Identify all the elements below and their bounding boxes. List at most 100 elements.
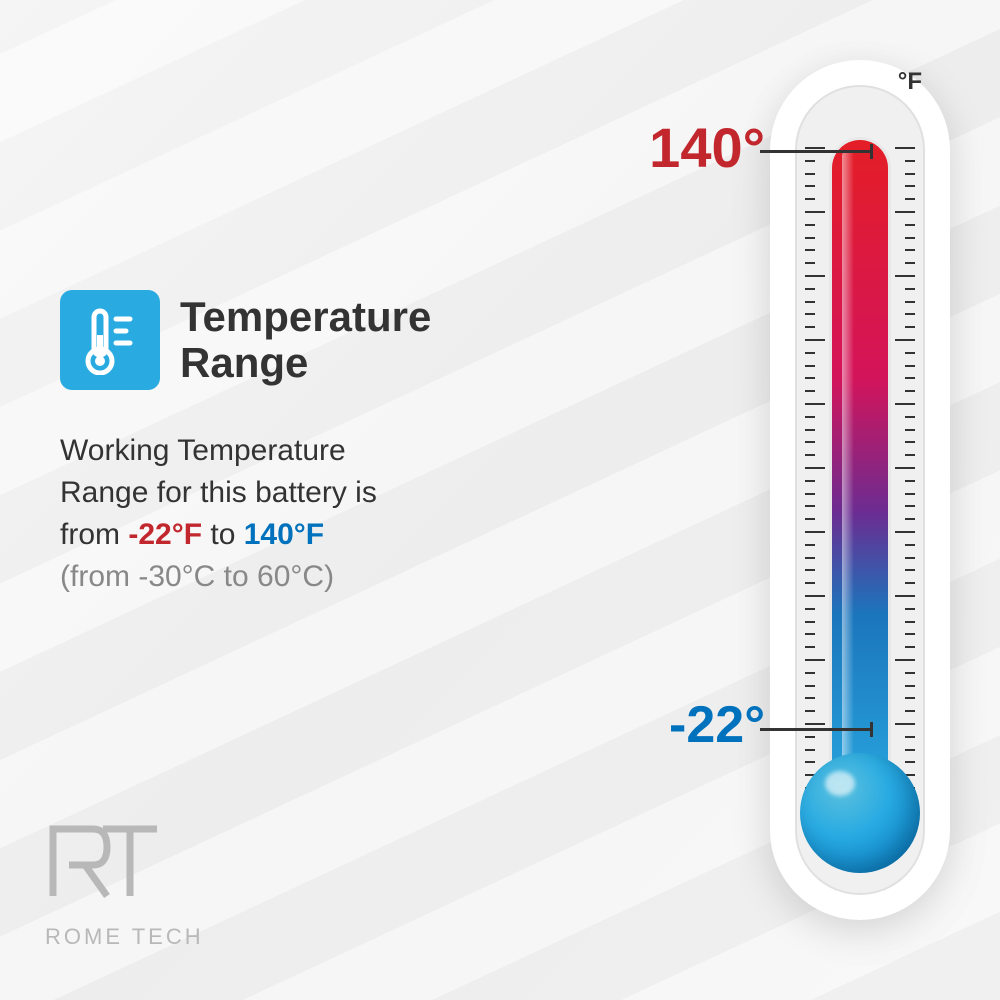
tick-mark — [805, 403, 825, 405]
tick-mark — [905, 672, 915, 674]
tick-mark — [805, 582, 815, 584]
high-temp-text: 140°F — [244, 518, 324, 551]
tick-mark — [805, 467, 825, 469]
tick-mark — [895, 467, 915, 469]
tick-mark — [805, 569, 815, 571]
tick-mark — [805, 480, 815, 482]
tick-mark — [805, 710, 815, 712]
tick-mark — [805, 723, 825, 725]
thermometer-icon — [60, 290, 160, 390]
tick-mark — [905, 544, 915, 546]
tick-mark — [895, 659, 915, 661]
tick-mark — [905, 569, 915, 571]
tick-mark — [805, 429, 815, 431]
tick-mark — [805, 557, 815, 559]
tick-mark — [905, 621, 915, 623]
tick-mark — [805, 185, 815, 187]
brand-logo: ROME TECH — [45, 821, 204, 950]
thermometer: °F — [760, 60, 960, 940]
tick-mark — [905, 262, 915, 264]
tick-mark — [805, 237, 815, 239]
tick-mark — [905, 749, 915, 751]
tick-mark — [805, 288, 815, 290]
high-temp-callout: 140° — [649, 115, 765, 180]
tick-mark — [905, 493, 915, 495]
tick-mark — [805, 173, 815, 175]
tick-mark — [905, 365, 915, 367]
tick-mark — [805, 313, 815, 315]
tick-mark — [895, 403, 915, 405]
section-title: Temperature Range — [180, 294, 540, 386]
tick-mark — [805, 262, 815, 264]
tick-mark — [805, 736, 815, 738]
tick-mark — [905, 429, 915, 431]
tick-mark — [805, 198, 815, 200]
tick-mark — [805, 505, 815, 507]
desc-line-3-prefix: from — [60, 518, 128, 551]
tick-mark — [805, 544, 815, 546]
celsius-text: (from -30°C to 60°C) — [60, 560, 334, 593]
desc-line-3-mid: to — [202, 518, 244, 551]
tick-mark — [805, 685, 815, 687]
tick-mark — [905, 685, 915, 687]
tick-mark — [905, 736, 915, 738]
tick-mark — [895, 275, 915, 277]
tick-mark — [805, 531, 825, 533]
tick-mark — [805, 493, 815, 495]
tick-mark — [805, 390, 815, 392]
tick-mark — [805, 339, 825, 341]
logo-text: ROME TECH — [45, 924, 204, 950]
header-row: Temperature Range — [60, 290, 540, 390]
tick-mark — [895, 595, 915, 597]
thermometer-bulb — [800, 753, 920, 873]
tick-mark — [905, 633, 915, 635]
tick-mark — [805, 249, 815, 251]
tick-mark — [905, 313, 915, 315]
tick-mark — [805, 454, 815, 456]
low-temp-text: -22°F — [128, 518, 202, 551]
tick-mark — [895, 339, 915, 341]
tick-mark — [805, 518, 815, 520]
tick-mark — [895, 147, 915, 149]
tick-mark — [895, 531, 915, 533]
tick-mark — [905, 697, 915, 699]
tick-mark — [805, 633, 815, 635]
tick-mark — [905, 237, 915, 239]
low-temp-callout: -22° — [669, 695, 765, 755]
text-section: Temperature Range Working Temperature Ra… — [60, 290, 540, 598]
tick-mark — [905, 185, 915, 187]
tick-mark — [805, 595, 825, 597]
tick-mark — [905, 198, 915, 200]
tick-mark — [905, 390, 915, 392]
tick-mark — [805, 749, 815, 751]
tick-mark — [895, 211, 915, 213]
desc-line-2: Range for this battery is — [60, 476, 377, 509]
tick-mark — [905, 710, 915, 712]
thermometer-body: °F — [770, 60, 950, 920]
tick-mark — [805, 608, 815, 610]
thermometer-ticks — [805, 147, 915, 787]
tick-mark — [805, 672, 815, 674]
tick-mark — [905, 377, 915, 379]
tick-mark — [805, 224, 815, 226]
desc-line-1: Working Temperature — [60, 434, 346, 467]
thermometer-inner — [795, 85, 925, 895]
tick-mark — [805, 646, 815, 648]
tick-mark — [805, 621, 815, 623]
tick-mark — [805, 377, 815, 379]
tick-mark — [905, 480, 915, 482]
tick-mark — [905, 582, 915, 584]
tick-mark — [805, 160, 815, 162]
tick-mark — [805, 365, 815, 367]
high-temp-line — [760, 150, 870, 153]
tick-mark — [905, 505, 915, 507]
tick-mark — [805, 697, 815, 699]
tick-mark — [905, 352, 915, 354]
tick-mark — [905, 173, 915, 175]
tick-mark — [805, 352, 815, 354]
tick-mark — [905, 646, 915, 648]
tick-mark — [905, 160, 915, 162]
tick-mark — [805, 761, 815, 763]
tick-mark — [905, 288, 915, 290]
tick-mark — [805, 301, 815, 303]
